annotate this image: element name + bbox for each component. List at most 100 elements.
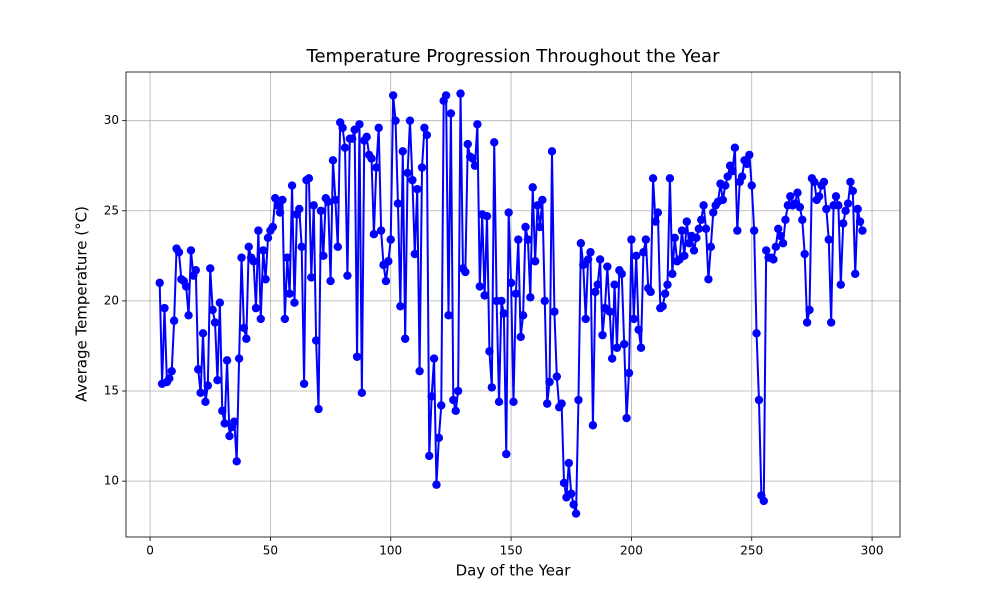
y-tick-label: 20 [104, 293, 119, 307]
point [203, 381, 213, 390]
point [350, 125, 359, 134]
x-tick-label: 150 [500, 544, 523, 558]
point [795, 202, 805, 212]
point [415, 366, 424, 376]
point [771, 242, 781, 252]
point [169, 316, 179, 325]
point [309, 201, 318, 210]
point [607, 354, 617, 363]
point [745, 150, 754, 160]
point [225, 431, 234, 441]
point [559, 478, 569, 488]
point [588, 421, 598, 430]
point [254, 226, 263, 235]
point [230, 417, 239, 426]
point [819, 177, 829, 187]
point [612, 343, 622, 352]
x-tick-label: 250 [740, 544, 763, 558]
point [571, 509, 581, 518]
point [369, 230, 379, 239]
point [774, 224, 783, 234]
point [218, 406, 227, 416]
point [798, 215, 807, 224]
point [670, 233, 679, 243]
point [634, 325, 643, 334]
point [355, 120, 364, 129]
point [506, 278, 516, 288]
point [538, 195, 547, 205]
point [598, 330, 607, 340]
point [388, 91, 398, 100]
point [574, 395, 583, 405]
point [485, 347, 494, 356]
point [689, 246, 699, 255]
point [393, 199, 403, 208]
point [639, 248, 648, 257]
point [646, 287, 655, 297]
point [545, 377, 554, 387]
point [583, 255, 593, 264]
point [677, 226, 687, 235]
point [701, 224, 711, 234]
point [160, 303, 169, 313]
point [441, 91, 451, 100]
point [374, 123, 383, 133]
point [848, 186, 858, 196]
point [239, 323, 249, 333]
point [576, 239, 586, 248]
point [831, 192, 841, 201]
point [749, 226, 759, 235]
point [530, 257, 540, 266]
point [417, 163, 427, 172]
point [814, 192, 824, 201]
point [497, 296, 506, 306]
x-tick-label: 50 [263, 544, 278, 558]
point [290, 298, 299, 307]
point [304, 174, 314, 183]
point [381, 276, 391, 286]
point [605, 307, 614, 316]
point [718, 195, 728, 205]
point [287, 181, 297, 190]
point [268, 222, 278, 232]
point [542, 399, 552, 408]
point [834, 201, 843, 210]
point [297, 242, 306, 252]
point [427, 392, 436, 401]
point [579, 260, 588, 270]
point [665, 174, 675, 183]
point [278, 195, 287, 205]
point [540, 296, 549, 306]
point [181, 282, 191, 291]
point [263, 233, 273, 243]
point [348, 134, 357, 143]
point [516, 332, 525, 342]
point [352, 352, 362, 361]
point [653, 208, 663, 217]
point [504, 208, 513, 217]
point [331, 195, 340, 205]
point [781, 215, 790, 224]
point [648, 174, 658, 183]
point [769, 255, 778, 264]
point [186, 246, 196, 255]
point [839, 219, 848, 228]
chart-title: Temperature Progression Throughout the Y… [306, 46, 721, 67]
point [836, 280, 845, 289]
point [357, 388, 367, 398]
y-tick-label: 10 [104, 474, 119, 488]
point [167, 366, 176, 376]
x-axis-label: Day of the Year [456, 562, 572, 580]
point [752, 329, 761, 338]
point [328, 156, 338, 165]
point [463, 139, 472, 149]
point [523, 235, 533, 244]
point [487, 383, 497, 392]
y-tick-label: 25 [104, 203, 119, 217]
point [586, 248, 595, 257]
point [692, 233, 701, 243]
point [518, 311, 528, 320]
x-tick-label: 100 [379, 544, 402, 558]
point [761, 246, 771, 255]
